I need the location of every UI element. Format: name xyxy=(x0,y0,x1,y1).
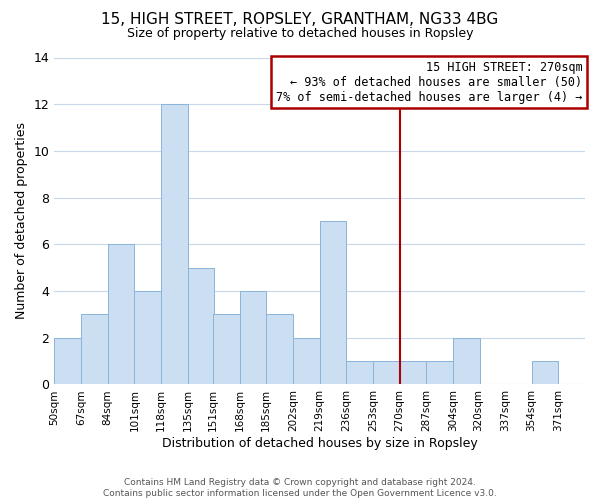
Bar xyxy=(532,361,559,384)
Bar xyxy=(134,291,161,384)
Bar xyxy=(81,314,107,384)
Text: 15 HIGH STREET: 270sqm
← 93% of detached houses are smaller (50)
7% of semi-deta: 15 HIGH STREET: 270sqm ← 93% of detached… xyxy=(276,61,583,104)
X-axis label: Distribution of detached houses by size in Ropsley: Distribution of detached houses by size … xyxy=(162,437,478,450)
Bar xyxy=(427,361,453,384)
Bar xyxy=(346,361,373,384)
Bar xyxy=(585,361,600,384)
Bar xyxy=(400,361,427,384)
Bar xyxy=(453,338,480,384)
Bar xyxy=(188,268,214,384)
Bar xyxy=(266,314,293,384)
Text: 15, HIGH STREET, ROPSLEY, GRANTHAM, NG33 4BG: 15, HIGH STREET, ROPSLEY, GRANTHAM, NG33… xyxy=(101,12,499,28)
Bar xyxy=(54,338,81,384)
Text: Size of property relative to detached houses in Ropsley: Size of property relative to detached ho… xyxy=(127,28,473,40)
Text: Contains HM Land Registry data © Crown copyright and database right 2024.
Contai: Contains HM Land Registry data © Crown c… xyxy=(103,478,497,498)
Bar xyxy=(373,361,400,384)
Y-axis label: Number of detached properties: Number of detached properties xyxy=(15,122,28,320)
Bar xyxy=(320,221,346,384)
Bar xyxy=(213,314,239,384)
Bar xyxy=(293,338,320,384)
Bar xyxy=(161,104,188,384)
Bar xyxy=(239,291,266,384)
Bar xyxy=(107,244,134,384)
